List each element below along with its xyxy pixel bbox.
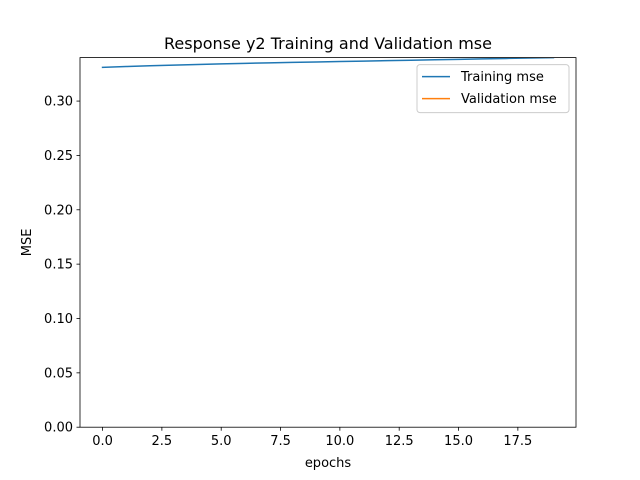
x-tick-label: 17.5 [503, 434, 532, 449]
chart-title: Response y2 Training and Validation mse [164, 34, 492, 53]
plot-area [80, 57, 576, 428]
y-tick-label: 0.00 [44, 421, 73, 436]
x-tick-label: 2.5 [152, 434, 173, 449]
y-tick-label: 0.15 [44, 258, 73, 273]
series-line-0 [101, 57, 555, 69]
axes-frame [79, 57, 577, 428]
x-tick-label: 7.5 [270, 434, 291, 449]
x-tick-label: 5.0 [211, 434, 232, 449]
y-tick-label: 0.10 [44, 312, 73, 327]
y-tick-label: 0.05 [44, 366, 73, 381]
x-tick-label: 15.0 [444, 434, 473, 449]
y-tick-label: 0.20 [44, 203, 73, 218]
x-axis-label: epochs [305, 456, 352, 471]
y-tick-label: 0.30 [44, 95, 73, 110]
legend-label: Validation mse [461, 92, 557, 107]
legend-label: Training mse [460, 70, 544, 85]
legend: Training mse Validation mse [416, 64, 570, 114]
x-tick-label: 0.0 [92, 434, 113, 449]
x-tick-label: 10.0 [325, 434, 354, 449]
y-tick-label: 0.25 [44, 149, 73, 164]
legend-box [416, 64, 570, 114]
x-tick-label: 12.5 [385, 434, 414, 449]
y-axis-label: MSE [20, 229, 35, 257]
